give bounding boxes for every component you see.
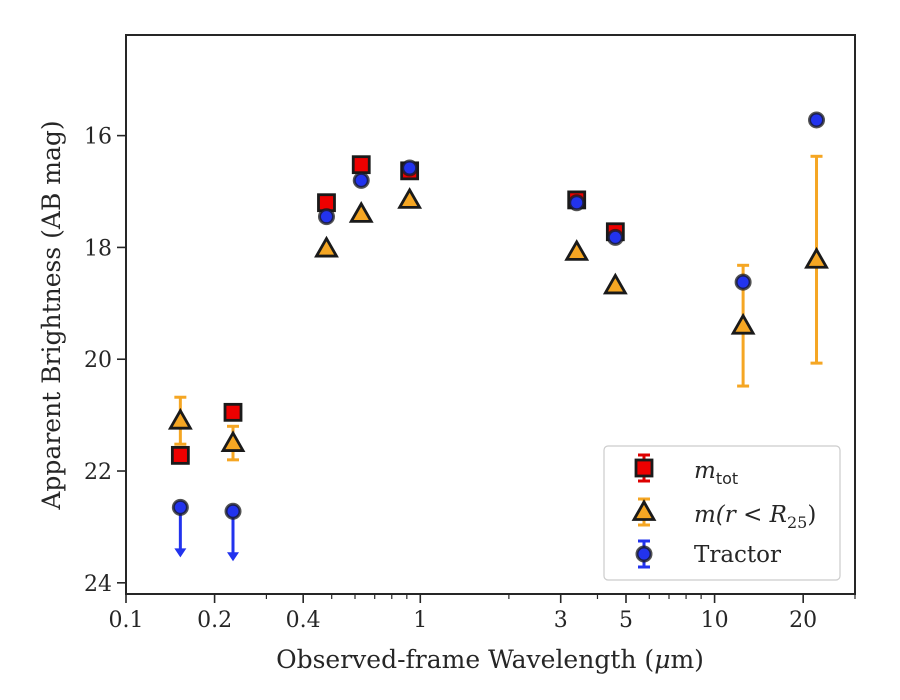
legend-symbol-m-r25: [631, 497, 657, 527]
x-axis-title-unit: m): [670, 645, 703, 674]
axis-ticks: 0.1 0.2 0.4 1 3 5 10 20 16 18 20 22 24: [84, 125, 856, 633]
upper-limit-arrow-head: [174, 548, 187, 558]
legend-label-tractor: Tractor: [694, 542, 781, 568]
x-tick-label: 20: [789, 608, 817, 633]
legend-marker: [631, 499, 657, 521]
legend-label-m-r25: m(r < R25): [694, 502, 816, 532]
legend-label-m-r25-tail: ): [807, 502, 816, 528]
y-tick-label: 18: [84, 236, 112, 261]
data-point: [606, 228, 624, 246]
data-point: [220, 430, 246, 452]
series-triangle: [167, 154, 829, 462]
legend: mtot m(r < R25) Tractor: [603, 445, 841, 581]
legend-label-m-tot-main: m: [694, 458, 716, 484]
data-point: [352, 171, 370, 189]
legend-label-m-r25-main: m(r < R: [694, 502, 787, 528]
legend-box: [603, 445, 841, 581]
x-tick-label: 0.2: [197, 608, 232, 633]
x-tick-label: 1: [413, 608, 427, 633]
data-point: [804, 246, 829, 269]
x-axis-title-prefix: Observed-frame Wavelength (: [276, 645, 654, 674]
x-axis-title-mu: μ: [654, 645, 670, 674]
data-point: [171, 498, 189, 516]
data-point: [167, 407, 193, 430]
data-point: [602, 272, 628, 295]
data-point: [224, 502, 242, 520]
x-tick-label: 10: [701, 608, 729, 633]
legend-symbol-m-tot: [634, 453, 654, 483]
data-point: [808, 111, 826, 129]
data-point: [314, 235, 339, 258]
y-tick-label: 24: [84, 572, 112, 597]
y-tick-label: 22: [84, 460, 112, 485]
y-tick-label: 16: [84, 125, 112, 150]
y-axis-title: Apparent Brightness (AB mag): [37, 120, 66, 510]
data-point: [564, 239, 590, 261]
legend-label-m-r25-sub: 25: [787, 513, 807, 532]
data-layer: [167, 111, 829, 562]
data-point: [734, 273, 752, 291]
legend-label-m-tot-sub: tot: [716, 469, 738, 488]
plot-frame: [125, 34, 856, 595]
x-axis-title: Observed-frame Wavelength (μm): [276, 645, 704, 674]
legend-label-m-tot: mtot: [694, 458, 738, 488]
series-circle: [171, 111, 826, 562]
data-point: [348, 201, 374, 223]
legend-marker: [635, 545, 653, 563]
legend-symbol-tractor: [635, 539, 653, 569]
x-tick-label: 3: [554, 608, 568, 633]
x-tick-label: 5: [619, 608, 633, 633]
data-point: [351, 155, 371, 175]
upper-limit-arrow-head: [227, 552, 240, 562]
data-point: [317, 208, 335, 226]
data-point: [223, 402, 243, 422]
data-point: [568, 194, 586, 212]
series-square: [170, 155, 625, 465]
data-point: [397, 187, 423, 209]
data-point: [401, 159, 419, 177]
legend-marker: [634, 458, 654, 478]
y-tick-label: 20: [84, 348, 112, 373]
x-tick-label: 0.4: [286, 608, 321, 633]
data-point: [170, 445, 190, 465]
x-tick-label: 0.1: [109, 608, 144, 633]
data-point: [730, 312, 756, 335]
